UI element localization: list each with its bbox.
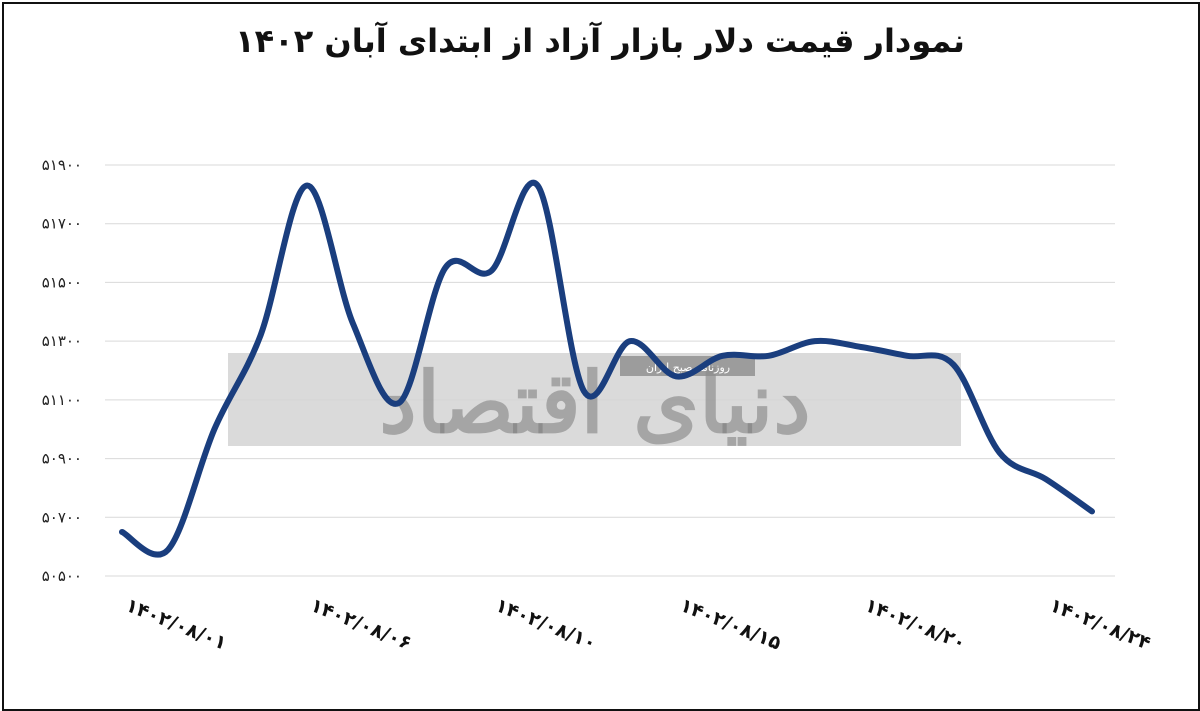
data-point xyxy=(581,389,586,394)
x-tick-label: ۱۴۰۲/۰۸/۲۴ xyxy=(1046,594,1153,654)
chart-title: نمودار قیمت دلار بازار آزاد از ابتدای آب… xyxy=(235,22,965,60)
data-point xyxy=(766,353,771,358)
x-tick-label: ۱۴۰۲/۰۸/۲۰ xyxy=(862,594,969,654)
y-tick-label: ۵۱۳۰۰ xyxy=(42,332,82,350)
y-tick-label: ۵۰۹۰۰ xyxy=(42,450,82,468)
series-layer xyxy=(119,179,1095,558)
y-tick-label: ۵۰۵۰۰ xyxy=(42,567,82,585)
data-point xyxy=(1090,509,1094,514)
data-point xyxy=(489,268,494,273)
y-tick-label: ۵۱۷۰۰ xyxy=(42,215,82,233)
x-tick-label: ۱۴۰۲/۰۸/۱۵ xyxy=(677,594,785,655)
data-point xyxy=(166,547,171,552)
data-point xyxy=(397,400,402,405)
x-tick-label: ۱۴۰۲/۰۸/۰۶ xyxy=(307,594,414,654)
y-tick-label: ۵۱۹۰۰ xyxy=(42,156,82,174)
data-point xyxy=(258,333,263,338)
data-point xyxy=(859,345,864,350)
watermark: دنیای اقتصاد روزنامه صبح ایران xyxy=(228,353,961,452)
data-point xyxy=(812,339,817,344)
data-point xyxy=(350,321,355,326)
y-tick-label: ۵۰۷۰۰ xyxy=(42,508,82,526)
data-point xyxy=(720,353,725,358)
data-point xyxy=(905,353,910,358)
data-point xyxy=(304,183,309,188)
y-tick-label: ۵۱۵۰۰ xyxy=(42,273,82,291)
y-tick-label: ۵۱۱۰۰ xyxy=(42,391,82,409)
data-point xyxy=(951,362,956,367)
data-point xyxy=(535,183,540,188)
watermark-band xyxy=(228,353,961,446)
data-point xyxy=(1043,477,1048,482)
data-point xyxy=(997,450,1002,455)
data-point xyxy=(212,427,217,432)
data-point xyxy=(628,339,633,344)
y-axis-ticks: ۵۰۵۰۰ ۵۰۷۰۰ ۵۰۹۰۰ ۵۱۱۰۰ ۵۱۳۰۰ ۵۱۵۰۰ ۵۱۷۰۰ ۵۱۹۰۰ xyxy=(42,156,82,585)
data-point xyxy=(120,529,124,534)
x-tick-label: ۱۴۰۲/۰۸/۰۱ xyxy=(123,594,230,654)
data-point xyxy=(443,265,448,270)
x-tick-label: ۱۴۰۲/۰۸/۱۰ xyxy=(492,594,599,654)
x-axis-ticks: ۱۴۰۲/۰۸/۰۱ ۱۴۰۲/۰۸/۰۶ ۱۴۰۲/۰۸/۱۰ ۱۴۰۲/۰۸/۱۵… xyxy=(123,594,1154,655)
data-point xyxy=(674,374,679,379)
